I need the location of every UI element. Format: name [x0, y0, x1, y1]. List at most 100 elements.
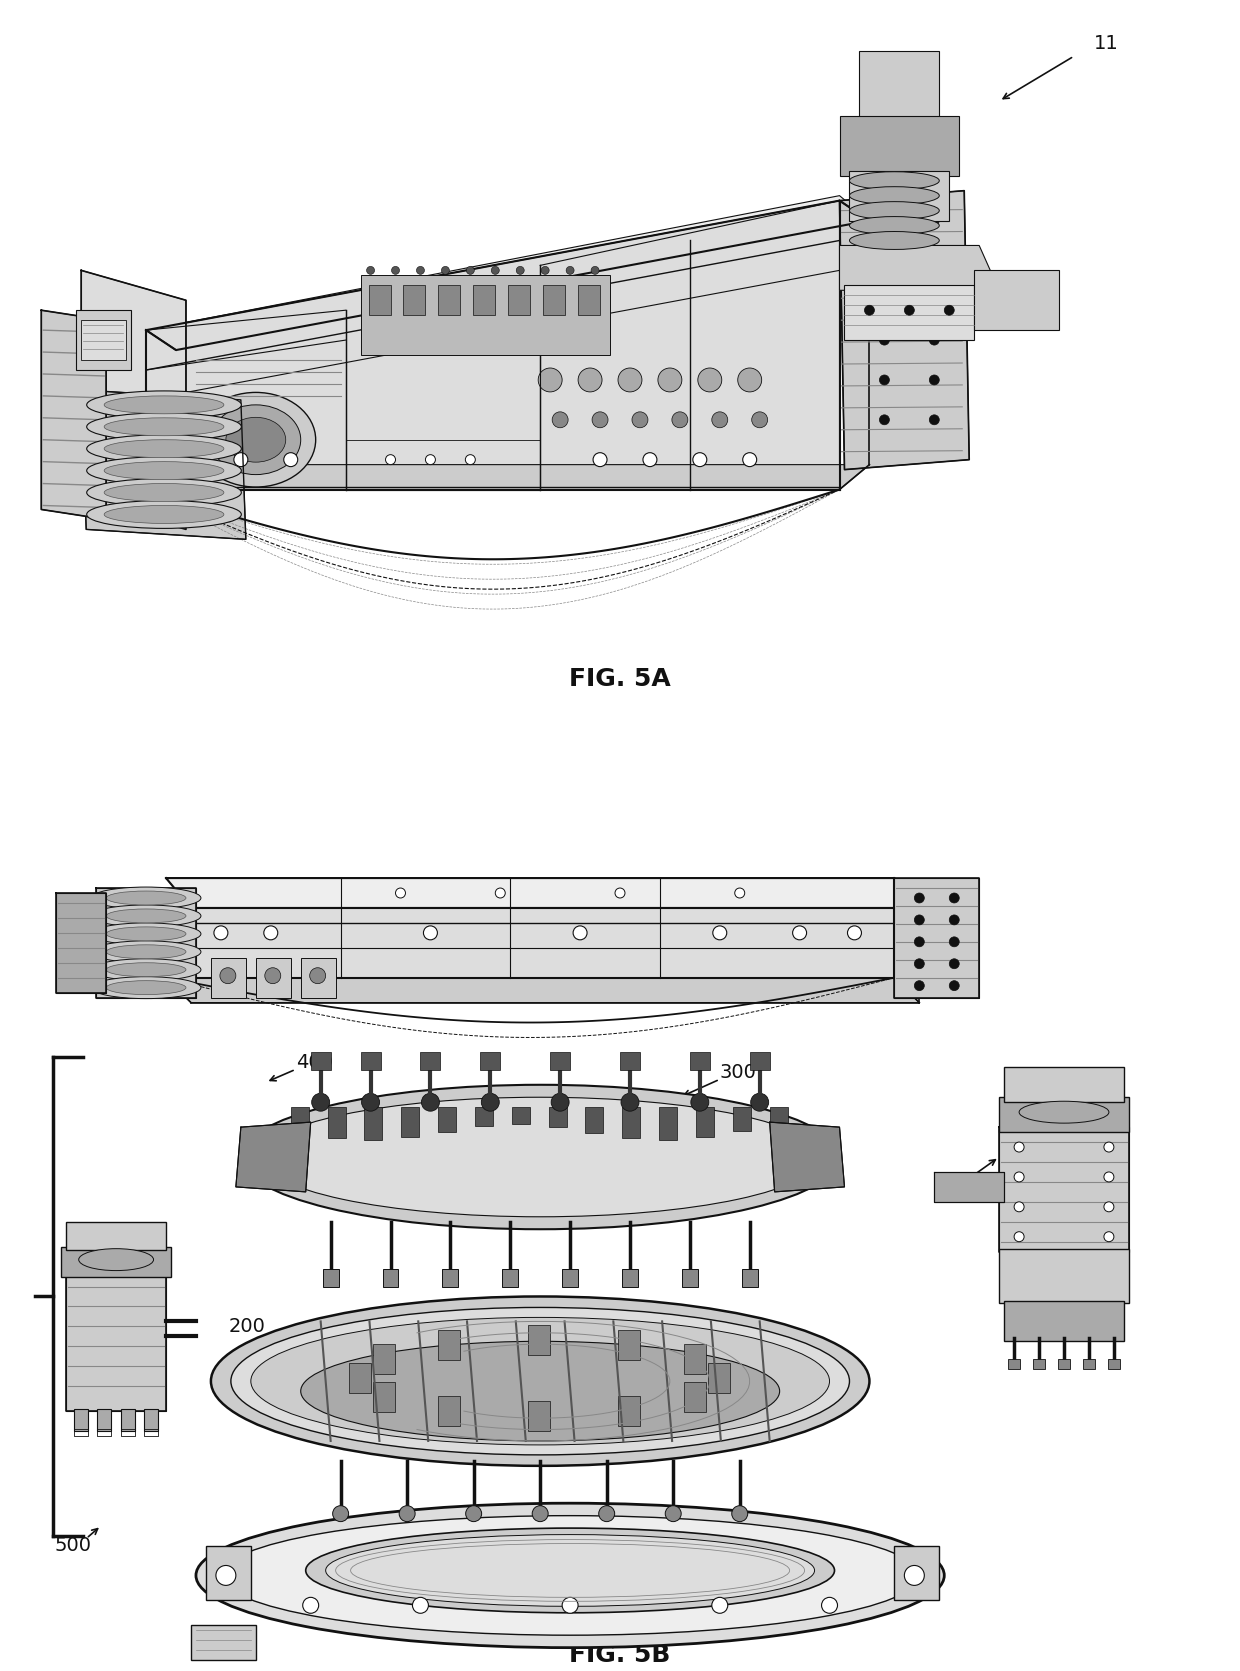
Circle shape — [465, 455, 475, 465]
Bar — [311, 1053, 331, 1071]
Ellipse shape — [306, 1527, 835, 1613]
Bar — [206, 1546, 250, 1601]
Circle shape — [632, 411, 649, 428]
Circle shape — [621, 1093, 639, 1111]
Circle shape — [1104, 1171, 1114, 1181]
Circle shape — [929, 414, 939, 424]
Circle shape — [950, 981, 960, 991]
Circle shape — [914, 937, 924, 947]
Circle shape — [184, 453, 198, 466]
Bar — [61, 1247, 171, 1277]
Bar — [1107, 1359, 1120, 1369]
Ellipse shape — [87, 501, 242, 528]
Bar — [1008, 1359, 1021, 1369]
Polygon shape — [934, 1171, 1004, 1201]
Ellipse shape — [107, 909, 186, 922]
Bar — [443, 1268, 459, 1287]
Circle shape — [541, 266, 549, 274]
Ellipse shape — [196, 393, 316, 486]
Circle shape — [422, 1093, 439, 1111]
Ellipse shape — [211, 1297, 869, 1465]
Circle shape — [413, 1597, 429, 1613]
Circle shape — [215, 926, 228, 939]
Circle shape — [573, 926, 587, 939]
Bar — [373, 1382, 394, 1412]
Text: 11: 11 — [1094, 33, 1118, 53]
Ellipse shape — [87, 456, 242, 485]
Circle shape — [904, 1566, 924, 1586]
Circle shape — [362, 1093, 379, 1111]
Circle shape — [929, 256, 939, 266]
Bar — [708, 1364, 730, 1394]
Bar — [578, 286, 600, 316]
Polygon shape — [66, 1272, 166, 1410]
Bar — [76, 311, 131, 369]
Bar — [81, 321, 126, 359]
Ellipse shape — [104, 461, 224, 480]
Bar — [322, 1268, 339, 1287]
Circle shape — [392, 266, 399, 274]
Bar — [689, 1053, 709, 1071]
Circle shape — [914, 892, 924, 902]
Bar — [508, 286, 531, 316]
Text: 500: 500 — [945, 1188, 981, 1206]
Circle shape — [551, 1093, 569, 1111]
Bar — [618, 1330, 640, 1360]
Circle shape — [219, 968, 236, 984]
Ellipse shape — [849, 217, 939, 234]
Circle shape — [311, 1093, 330, 1111]
Text: FIG. 5A: FIG. 5A — [569, 667, 671, 690]
Ellipse shape — [849, 232, 939, 249]
Bar — [420, 1053, 440, 1071]
Ellipse shape — [78, 1248, 154, 1270]
Ellipse shape — [104, 418, 224, 436]
Bar — [97, 1409, 112, 1430]
Bar — [122, 1409, 135, 1430]
Circle shape — [591, 411, 608, 428]
Bar — [439, 286, 460, 316]
Circle shape — [1014, 1171, 1024, 1181]
Polygon shape — [166, 877, 919, 907]
Ellipse shape — [241, 1084, 839, 1230]
Polygon shape — [770, 1123, 844, 1191]
Circle shape — [1104, 1141, 1114, 1151]
Ellipse shape — [107, 927, 186, 941]
Bar — [543, 286, 565, 316]
Ellipse shape — [1019, 1101, 1109, 1123]
Ellipse shape — [260, 1098, 820, 1216]
Circle shape — [310, 968, 326, 984]
Circle shape — [693, 453, 707, 466]
Circle shape — [879, 296, 889, 306]
Circle shape — [904, 306, 914, 316]
Circle shape — [441, 266, 449, 274]
Polygon shape — [975, 271, 1059, 331]
Circle shape — [618, 368, 642, 393]
Bar — [1058, 1359, 1070, 1369]
Circle shape — [396, 887, 405, 897]
Bar — [66, 1222, 166, 1250]
Circle shape — [950, 937, 960, 947]
Circle shape — [713, 926, 727, 939]
Ellipse shape — [301, 1342, 780, 1440]
Circle shape — [879, 216, 889, 226]
Ellipse shape — [104, 506, 224, 523]
Polygon shape — [849, 170, 950, 221]
Bar — [528, 1400, 551, 1430]
Ellipse shape — [107, 962, 186, 976]
Circle shape — [644, 453, 657, 466]
Ellipse shape — [92, 941, 201, 962]
Polygon shape — [839, 190, 970, 470]
Bar — [361, 276, 610, 354]
Bar — [622, 1108, 640, 1138]
Circle shape — [567, 266, 574, 274]
Ellipse shape — [107, 891, 186, 906]
Circle shape — [847, 926, 862, 939]
Circle shape — [591, 266, 599, 274]
Bar — [438, 1108, 456, 1131]
Polygon shape — [839, 115, 960, 175]
Ellipse shape — [92, 906, 201, 927]
Circle shape — [425, 455, 435, 465]
Bar — [74, 1409, 88, 1430]
Bar — [750, 1053, 770, 1071]
Bar — [1083, 1359, 1095, 1369]
